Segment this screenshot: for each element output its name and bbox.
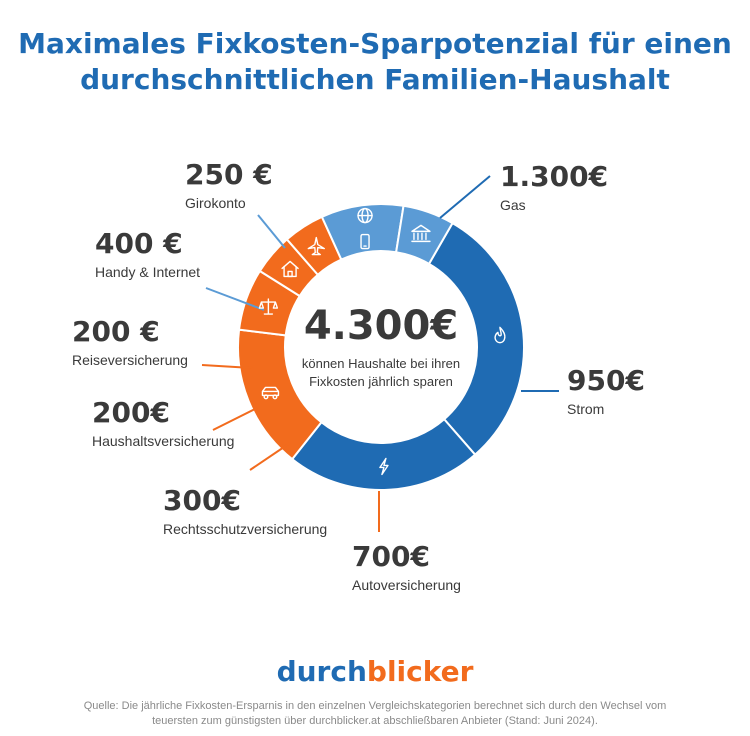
brand-logo: durchblicker [0, 655, 750, 688]
donut-slice-gas [427, 221, 525, 457]
name-rechtsschutzversicherung: Rechtsschutzversicherung [163, 521, 328, 537]
name-reiseversicherung: Reiseversicherung [72, 352, 188, 368]
source-footnote: Quelle: Die jährliche Fixkosten-Ersparni… [40, 699, 710, 729]
brand-part-2: blicker [366, 655, 474, 688]
center-caption-line-2: Fixkosten jährlich sparen [309, 374, 453, 389]
label-gas: 1.300€ Gas [500, 162, 608, 214]
scales-icon [258, 298, 279, 315]
label-handy-internet: 400 € Handy & Internet [95, 229, 200, 281]
airplane-icon [307, 236, 325, 256]
chart-title: Maximales Fixkosten-Sparpotenzial für ei… [0, 26, 750, 98]
brand-part-1: durch [276, 655, 367, 688]
footnote-line-1: Quelle: Die jährliche Fixkosten-Ersparni… [83, 700, 667, 712]
value-strom: 950€ [567, 364, 645, 397]
name-strom: Strom [567, 401, 605, 417]
center-caption-line-1: können Haushalte bei ihren [302, 356, 460, 371]
label-rechtsschutzversicherung: 300€ Rechtsschutzversicherung [163, 486, 327, 538]
value-reiseversicherung: 200 € [72, 315, 160, 348]
name-autoversicherung: Autoversicherung [352, 577, 461, 593]
leader-line-gas [439, 175, 491, 219]
donut-chart: 4.300€ können Haushalte bei ihren Fixkoste… [201, 175, 559, 532]
bank-icon [411, 224, 431, 243]
value-gas: 1.300€ [500, 160, 609, 193]
donut-slice-girokonto [394, 204, 454, 266]
leader-line-girokonto [257, 214, 286, 249]
name-girokonto: Girokonto [185, 195, 246, 211]
title-line-2: durchschnittlichen Familien-Haushalt [80, 63, 670, 96]
house-icon [281, 260, 299, 278]
donut-slice-strom [290, 417, 477, 491]
value-autoversicherung: 700€ [352, 540, 430, 573]
leader-line-rechtsschutzversicherung [249, 442, 291, 471]
leader-line-handy-internet [205, 287, 265, 311]
lightning-icon [379, 457, 389, 476]
label-reiseversicherung: 200 € Reiseversicherung [72, 317, 188, 369]
value-haushaltsversicherung: 200€ [92, 396, 170, 429]
globe-phone-icon [357, 207, 373, 250]
value-rechtsschutzversicherung: 300€ [163, 484, 241, 517]
label-haushaltsversicherung: 200€ Haushaltsversicherung [92, 398, 234, 450]
name-handy-internet: Handy & Internet [95, 264, 201, 280]
value-girokonto: 250 € [185, 158, 273, 191]
title-line-1: Maximales Fixkosten-Sparpotenzial für ei… [18, 27, 732, 60]
name-haushaltsversicherung: Haushaltsversicherung [92, 433, 235, 449]
footnote-line-2: teuersten zum günstigsten über durchblic… [152, 715, 598, 727]
name-gas: Gas [500, 197, 526, 213]
flame-icon [494, 326, 506, 344]
leader-line-reiseversicherung [201, 364, 253, 369]
label-strom: 950€ Strom [567, 366, 645, 418]
car-icon [261, 386, 280, 400]
label-autoversicherung: 700€ Autoversicherung [352, 542, 461, 594]
label-girokonto: 250 € Girokonto [185, 160, 273, 212]
leader-line-haushaltsversicherung [212, 407, 258, 431]
value-handy-internet: 400 € [95, 227, 183, 260]
center-total: 4.300€ [304, 303, 458, 349]
